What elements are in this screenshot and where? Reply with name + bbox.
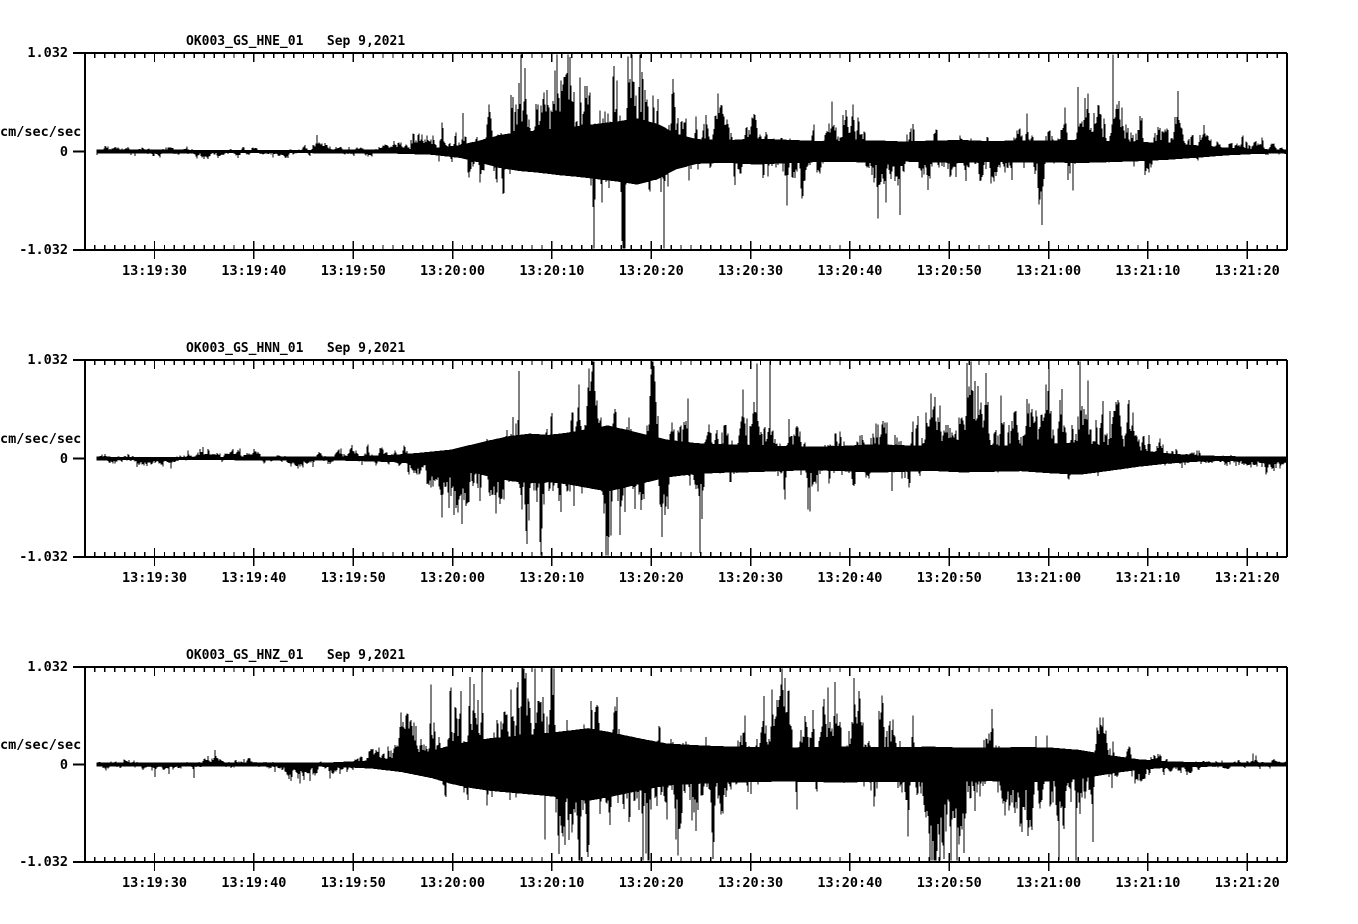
y-axis-max-label-hne: 1.032 [27, 45, 68, 61]
x-axis-tick-label: 13:21:20 [1214, 263, 1280, 279]
x-axis-tick-label: 13:21:20 [1214, 875, 1280, 891]
y-axis-unit-label-hne: cm/sec/sec [0, 123, 82, 140]
x-axis-tick-label: 13:19:50 [320, 875, 386, 891]
x-axis-tick-label: 13:19:30 [122, 875, 188, 891]
waveform-trace [96, 668, 1287, 861]
x-axis-tick-label: 13:21:10 [1115, 263, 1181, 279]
panel-title-hnz: OK003_GS_HNZ_01 Sep 9,2021 [186, 648, 406, 663]
y-axis-zero-label-hnz: 0 [59, 756, 68, 773]
x-axis-tick-label: 13:20:40 [817, 570, 883, 586]
x-axis-tick-label: 13:20:30 [718, 263, 784, 279]
x-axis-tick-label: 13:20:40 [817, 875, 883, 891]
y-axis-zero-label-hne: 0 [59, 143, 68, 160]
x-axis-tick-label: 13:20:50 [916, 570, 982, 586]
x-axis-tick-label: 13:20:00 [420, 263, 486, 279]
plot-area-hnn [73, 359, 1288, 566]
x-axis-tick-label: 13:20:40 [817, 263, 883, 279]
y-axis-unit-label-hnn: cm/sec/sec [0, 430, 82, 447]
waveform-trace [96, 361, 1287, 556]
y-axis-min-label-hne: -1.032 [19, 242, 68, 258]
x-axis-tick-label: 13:20:00 [420, 875, 486, 891]
x-axis-tick-label: 13:20:10 [519, 263, 585, 279]
x-axis-tick-label: 13:19:50 [320, 570, 386, 586]
x-axis-tick-label: 13:19:30 [122, 570, 188, 586]
x-axis-tick-label: 13:21:00 [1016, 570, 1082, 586]
x-axis-tick-label: 13:20:50 [916, 263, 982, 279]
x-axis-tick-label: 13:19:30 [122, 263, 188, 279]
y-axis-min-label-hnn: -1.032 [19, 549, 68, 565]
x-axis-tick-label: 13:20:20 [618, 875, 684, 891]
x-axis-tick-label: 13:21:00 [1016, 875, 1082, 891]
y-axis-min-label-hnz: -1.032 [19, 854, 68, 870]
x-axis-tick-label: 13:21:10 [1115, 570, 1181, 586]
x-axis-tick-label: 13:21:20 [1214, 570, 1280, 586]
plot-area-hnz [73, 666, 1288, 871]
plot-area-hne [73, 52, 1288, 259]
panel-title-hnn: OK003_GS_HNN_01 Sep 9,2021 [186, 341, 406, 356]
y-axis-zero-label-hnn: 0 [59, 450, 68, 467]
x-axis-tick-label: 13:21:00 [1016, 263, 1082, 279]
waveform-trace [96, 54, 1287, 249]
x-axis-tick-label: 13:19:40 [221, 875, 287, 891]
y-axis-max-label-hnn: 1.032 [27, 352, 68, 368]
x-axis-tick-label: 13:19:40 [221, 263, 287, 279]
x-axis-tick-label: 13:20:20 [618, 570, 684, 586]
x-axis-tick-label: 13:20:30 [718, 875, 784, 891]
x-axis-tick-label: 13:20:50 [916, 875, 982, 891]
x-axis-tick-label: 13:21:10 [1115, 875, 1181, 891]
x-axis-tick-label: 13:20:00 [420, 570, 486, 586]
x-axis-tick-label: 13:20:10 [519, 875, 585, 891]
x-axis-tick-label: 13:20:30 [718, 570, 784, 586]
y-axis-max-label-hnz: 1.032 [27, 659, 68, 675]
x-axis-tick-label: 13:20:20 [618, 263, 684, 279]
x-axis-tick-label: 13:19:50 [320, 263, 386, 279]
panel-title-hne: OK003_GS_HNE_01 Sep 9,2021 [186, 34, 406, 49]
x-axis-tick-label: 13:19:40 [221, 570, 287, 586]
y-axis-unit-label-hnz: cm/sec/sec [0, 736, 82, 753]
x-axis-tick-label: 13:20:10 [519, 570, 585, 586]
